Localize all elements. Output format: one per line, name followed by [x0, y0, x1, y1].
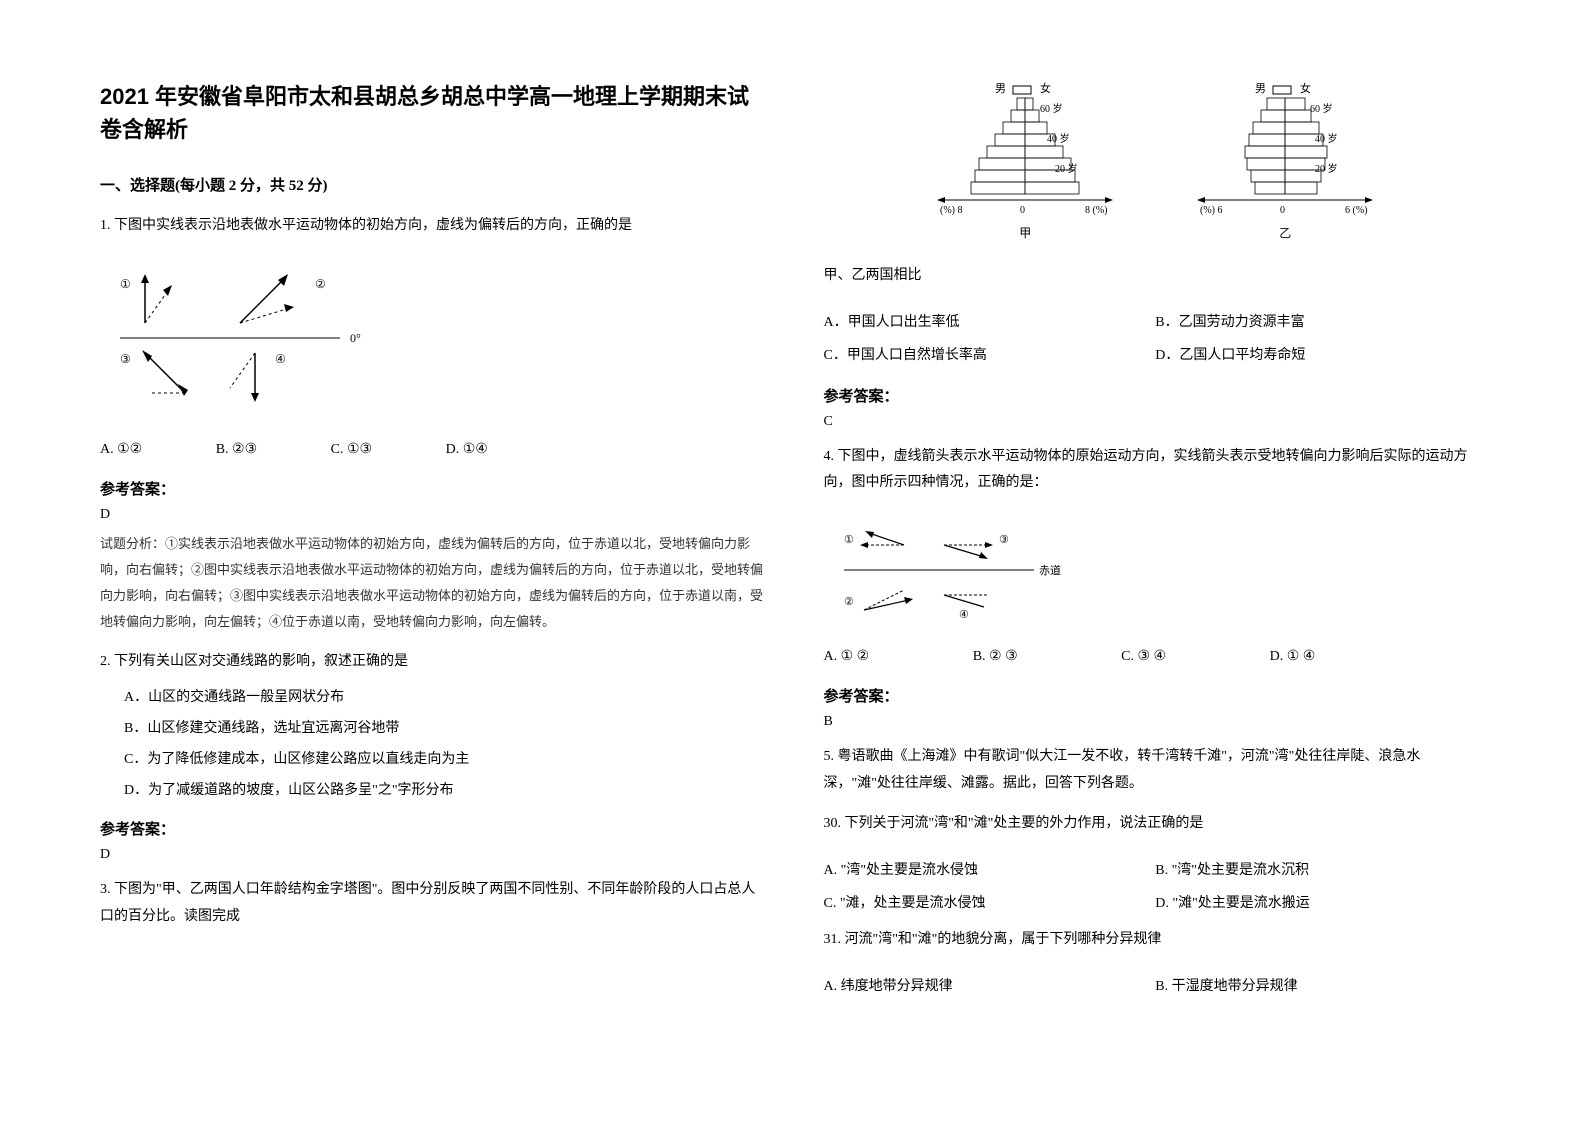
- svg-text:8 (%): 8 (%): [1085, 205, 1108, 216]
- question-1-diagram: 0° ① ② ③ ④: [110, 258, 764, 423]
- q5-sub30-text: 30. 下列关于河流"湾"和"滩"处主要的外力作用，说法正确的是: [824, 811, 1488, 838]
- question-4-text: 4. 下图中，虚线箭头表示水平运动物体的原始运动方向，实线箭头表示受地转偏向力影…: [824, 444, 1488, 497]
- svg-text:60 岁: 60 岁: [1040, 102, 1063, 115]
- svg-text:女: 女: [1040, 81, 1051, 95]
- svg-text:20 岁: 20 岁: [1315, 162, 1338, 175]
- q4-opt-c: C. ③ ④: [1121, 648, 1166, 665]
- q3-answer-label: 参考答案：: [824, 385, 1488, 406]
- q4-opt-d: D. ① ④: [1270, 648, 1316, 665]
- svg-text:④: ④: [959, 609, 969, 621]
- svg-text:②: ②: [844, 596, 854, 608]
- pyramid-yi: 男 女 (%) 6 0 6 (%) 60 岁 40 岁 20 岁: [1185, 80, 1385, 220]
- q2-opt-a: A．山区的交通线路一般呈网状分布: [124, 683, 764, 714]
- q1-answer: D: [100, 507, 764, 523]
- equator-label: 0°: [350, 331, 361, 345]
- question-1-options: A. ①② B. ②③ C. ①③ D. ①④: [100, 441, 764, 458]
- q5-30-opt-a: A. "湾"处主要是流水侵蚀: [824, 854, 1156, 888]
- svg-text:0: 0: [1020, 205, 1025, 216]
- q1-opt-c: C. ①③: [331, 441, 372, 458]
- q3-opt-a: A．甲国人口出生率低: [824, 306, 1156, 340]
- question-5-text: 5. 粤语歌曲《上海滩》中有歌词"似大江一发不收，转千湾转千滩"，河流"湾"处往…: [824, 744, 1488, 797]
- q5-30-opt-c: C. "滩，处主要是流水侵蚀: [824, 887, 1156, 921]
- q3-opt-d: D．乙国人口平均寿命短: [1155, 339, 1487, 373]
- q5-sub31-options: A. 纬度地带分异规律 B. 干湿度地带分异规律: [824, 970, 1488, 1004]
- pyramid-diagrams: 男 女 (%) 8 0 8 (%) 60 岁 40 岁 20 岁 甲: [824, 80, 1488, 241]
- q4-opt-b: B. ② ③: [973, 648, 1018, 665]
- question-2-text: 2. 下列有关山区对交通线路的影响，叙述正确的是: [100, 649, 764, 676]
- q2-opt-c: C．为了降低修建成本，山区修建公路应以直线走向为主: [124, 745, 764, 776]
- question-4-diagram: 赤道 ① ③ ② ④: [834, 515, 1488, 630]
- q4-opt-a: A. ① ②: [824, 648, 870, 665]
- svg-text:40 岁: 40 岁: [1047, 132, 1070, 145]
- svg-text:①: ①: [844, 534, 854, 546]
- svg-text:②: ②: [315, 277, 326, 291]
- q2-answer: D: [100, 847, 764, 863]
- q1-opt-b: B. ②③: [216, 441, 257, 458]
- question-1-text: 1. 下图中实线表示沿地表做水平运动物体的初始方向，虚线为偏转后的方向，正确的是: [100, 213, 764, 240]
- pyramid-yi-name: 乙: [1279, 224, 1291, 241]
- q5-sub30-options: A. "湾"处主要是流水侵蚀 B. "湾"处主要是流水沉积 C. "滩，处主要是…: [824, 854, 1488, 921]
- q5-30-opt-d: D. "滩"处主要是流水搬运: [1155, 887, 1487, 921]
- q5-30-opt-b: B. "湾"处主要是流水沉积: [1155, 854, 1487, 888]
- svg-text:40 岁: 40 岁: [1315, 132, 1338, 145]
- q1-opt-a: A. ①②: [100, 441, 142, 458]
- svg-text:6 (%): 6 (%): [1345, 205, 1368, 216]
- q1-analysis: 试题分析：①实线表示沿地表做水平运动物体的初始方向，虚线为偏转后的方向，位于赤道…: [100, 531, 764, 635]
- q2-opt-b: B．山区修建交通线路，选址宜远离河谷地带: [124, 714, 764, 745]
- q4-answer: B: [824, 714, 1488, 730]
- svg-text:男: 男: [1255, 83, 1266, 95]
- q3-answer: C: [824, 414, 1488, 430]
- question-4-options: A. ① ② B. ② ③ C. ③ ④ D. ① ④: [824, 648, 1488, 665]
- q4-answer-label: 参考答案：: [824, 685, 1488, 706]
- q2-opt-d: D．为了减缓道路的坡度，山区公路多呈"之"字形分布: [124, 776, 764, 807]
- exam-title: 2021 年安徽省阜阳市太和县胡总乡胡总中学高一地理上学期期末试卷含解析: [100, 80, 764, 146]
- svg-text:③: ③: [999, 534, 1009, 546]
- q5-31-opt-a: A. 纬度地带分异规律: [824, 970, 1156, 1004]
- svg-text:(%) 8: (%) 8: [940, 205, 963, 216]
- svg-text:60 岁: 60 岁: [1310, 102, 1333, 115]
- svg-text:男: 男: [995, 83, 1006, 95]
- q1-answer-label: 参考答案：: [100, 478, 764, 499]
- q3-opt-b: B．乙国劳动力资源丰富: [1155, 306, 1487, 340]
- q2-answer-label: 参考答案：: [100, 818, 764, 839]
- q5-sub31-text: 31. 河流"湾"和"滩"的地貌分离，属于下列哪种分异规律: [824, 927, 1488, 954]
- question-3-text: 3. 下图为"甲、乙两国人口年龄结构金字塔图"。图中分别反映了两国不同性别、不同…: [100, 877, 764, 930]
- pyramid-jia: 男 女 (%) 8 0 8 (%) 60 岁 40 岁 20 岁: [925, 80, 1125, 220]
- q3-options: A．甲国人口出生率低 B．乙国劳动力资源丰富 C．甲国人口自然增长率高 D．乙国…: [824, 306, 1488, 373]
- svg-text:③: ③: [120, 352, 131, 366]
- pyramid-jia-name: 甲: [1019, 224, 1031, 241]
- q1-opt-d: D. ①④: [446, 441, 488, 458]
- q3-compare-text: 甲、乙两国相比: [824, 263, 1488, 290]
- svg-text:0: 0: [1280, 205, 1285, 216]
- svg-text:(%) 6: (%) 6: [1200, 205, 1223, 216]
- q3-opt-c: C．甲国人口自然增长率高: [824, 339, 1156, 373]
- svg-text:①: ①: [120, 277, 131, 291]
- q5-31-opt-b: B. 干湿度地带分异规律: [1155, 970, 1487, 1004]
- svg-text:女: 女: [1300, 81, 1311, 95]
- svg-text:赤道: 赤道: [1039, 563, 1061, 577]
- svg-text:20 岁: 20 岁: [1055, 162, 1078, 175]
- svg-text:④: ④: [275, 352, 286, 366]
- section-1-header: 一、选择题(每小题 2 分，共 52 分): [100, 174, 764, 195]
